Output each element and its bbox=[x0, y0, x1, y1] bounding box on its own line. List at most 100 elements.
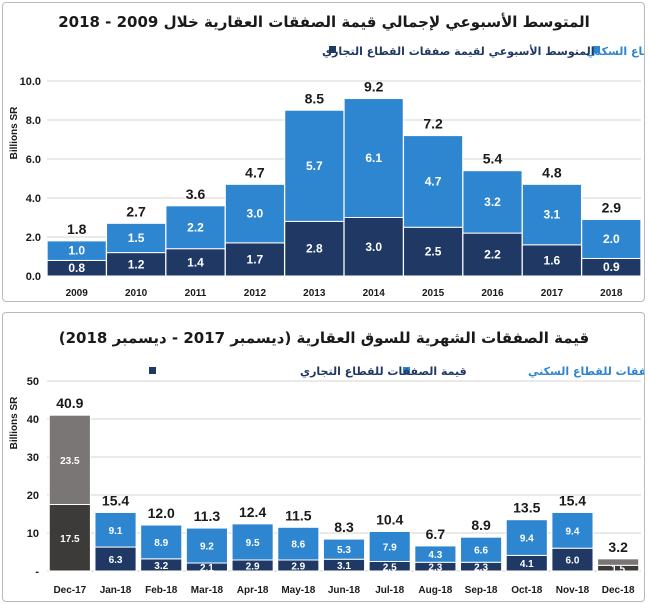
residential-value-label: 9.2 bbox=[200, 542, 214, 553]
residential-value-label: 23.5 bbox=[60, 456, 80, 467]
y-tick-label: 50 bbox=[27, 376, 39, 388]
x-tick-label: Feb-18 bbox=[145, 585, 178, 596]
x-tick-label: 2012 bbox=[244, 288, 267, 299]
total-value-label: 8.9 bbox=[471, 517, 491, 533]
commercial-value-label: 1.2 bbox=[128, 257, 145, 271]
y-tick-labels: 0.0 2.0 4.0 6.0 8.0 10.0 bbox=[20, 76, 41, 283]
legend-swatch-residential bbox=[403, 367, 410, 374]
commercial-value-label: 2.9 bbox=[291, 561, 305, 572]
x-tick-label: 2017 bbox=[541, 288, 564, 299]
total-value-label: 2.7 bbox=[126, 203, 146, 219]
residential-value-label: 6.1 bbox=[365, 151, 382, 165]
bar-commercial bbox=[403, 226, 464, 277]
legend-swatch-commercial bbox=[329, 46, 336, 53]
bar-residential bbox=[343, 98, 404, 218]
y-tick-labels: - 10 20 30 40 50 bbox=[27, 376, 40, 578]
total-value-label: 7.2 bbox=[423, 116, 443, 132]
residential-value-label: 2.2 bbox=[187, 220, 204, 234]
residential-value-label: 1.0 bbox=[68, 244, 85, 258]
annual-chart-title: المتوسط الأسبوعي لإجمالي قيمة الصفقات ال… bbox=[58, 13, 590, 31]
bar-residential bbox=[368, 530, 411, 562]
y-tick-label: 20 bbox=[27, 490, 39, 502]
total-value-label: 6.7 bbox=[426, 526, 446, 542]
bar-residential bbox=[460, 536, 503, 563]
y-tick-label: - bbox=[35, 566, 39, 578]
total-value-label: 10.4 bbox=[376, 511, 403, 527]
x-tick-label: 2018 bbox=[600, 288, 623, 299]
total-value-label: 5.4 bbox=[483, 151, 503, 167]
total-value-label: 40.9 bbox=[56, 395, 83, 411]
bar-residential bbox=[185, 527, 228, 564]
total-value-label: 11.3 bbox=[194, 508, 221, 524]
x-tick-label: Sep-18 bbox=[465, 585, 498, 596]
bar-residential bbox=[94, 511, 137, 548]
residential-value-label: 9.4 bbox=[566, 526, 580, 537]
bar-residential bbox=[106, 222, 167, 254]
commercial-value-label: 2.9 bbox=[246, 561, 260, 572]
x-tick-label: 2013 bbox=[303, 288, 326, 299]
y-tick-label: 10 bbox=[27, 528, 39, 540]
y-axis-label: Billions SR bbox=[9, 106, 20, 160]
y-tick-label: 2.0 bbox=[26, 232, 41, 244]
legend-label-commercial: المتوسط الأسبوعي لقيمة صفقات القطاع التج… bbox=[322, 44, 595, 58]
bar-commercial bbox=[224, 242, 285, 277]
total-value-label: 4.8 bbox=[542, 164, 562, 180]
bar-residential bbox=[551, 511, 594, 549]
y-tick-label: 4.0 bbox=[26, 193, 41, 205]
bar-residential bbox=[597, 558, 640, 566]
residential-value-label: 9.5 bbox=[246, 538, 260, 549]
commercial-value-label: 2.1 bbox=[200, 563, 214, 574]
total-value-label: 8.3 bbox=[334, 519, 354, 535]
commercial-value-label: 6.3 bbox=[109, 555, 123, 566]
annual-chart-panel: المتوسط الأسبوعي لإجمالي قيمة الصفقات ال… bbox=[2, 2, 645, 302]
x-tick-labels: 2009 2010 2011 2012 2013 2014 2015 2016 2017 2018 bbox=[66, 288, 623, 299]
monthly-chart: قيمة الصفقات الشهرية للسوق العقارية (ديس… bbox=[9, 329, 644, 596]
residential-value-label: 9.1 bbox=[109, 526, 123, 537]
commercial-value-label: 4.1 bbox=[520, 559, 534, 570]
commercial-value-label: 2.2 bbox=[484, 248, 501, 262]
y-tick-label: 10.0 bbox=[20, 76, 41, 88]
residential-value-label: 8.6 bbox=[291, 540, 305, 551]
y-tick-label: 40 bbox=[27, 414, 39, 426]
residential-value-label: 4.3 bbox=[428, 550, 442, 561]
x-tick-label: Mar-18 bbox=[191, 585, 224, 596]
x-tick-label: May-18 bbox=[281, 585, 315, 596]
y-axis-label: Billions SR bbox=[9, 396, 20, 450]
total-value-label: 8.5 bbox=[305, 90, 325, 106]
monthly-legend: قيمة الصفقات للقطاع السكني قيمة الصفقات … bbox=[149, 365, 644, 378]
residential-value-label: 3.0 bbox=[247, 207, 264, 221]
residential-value-label: 2.0 bbox=[603, 232, 620, 246]
legend-swatch-residential bbox=[593, 46, 600, 53]
y-tick-label: 6.0 bbox=[26, 154, 41, 166]
bar-commercial bbox=[521, 244, 582, 277]
total-value-label: 12.4 bbox=[239, 504, 266, 520]
total-value-label: 3.6 bbox=[186, 186, 206, 202]
commercial-value-label: 2.3 bbox=[428, 563, 442, 574]
bar-residential bbox=[505, 519, 548, 556]
x-tick-label: 2009 bbox=[66, 288, 89, 299]
y-tick-label: 8.0 bbox=[26, 115, 41, 127]
x-tick-label: Aug-18 bbox=[418, 585, 452, 596]
bar-residential bbox=[277, 526, 320, 561]
y-tick-label: 0.0 bbox=[26, 271, 41, 283]
commercial-value-label: 3.0 bbox=[365, 240, 382, 254]
total-value-label: 4.7 bbox=[245, 164, 265, 180]
residential-value-label: 3.2 bbox=[484, 195, 501, 209]
monthly-chart-panel: قيمة الصفقات الشهرية للسوق العقارية (ديس… bbox=[2, 312, 645, 602]
bar-commercial bbox=[462, 232, 523, 277]
commercial-value-label: 1.6 bbox=[544, 253, 561, 267]
legend-label-residential: المتوسط الأسبوعي لقيمة صفقات القطاع السك… bbox=[586, 44, 644, 58]
bar-residential bbox=[48, 414, 91, 505]
x-tick-label: 2015 bbox=[422, 288, 445, 299]
y-tick-label: 30 bbox=[27, 452, 39, 464]
bar-residential bbox=[140, 524, 183, 560]
commercial-value-label: 0.8 bbox=[68, 261, 85, 275]
x-tick-label: Oct-18 bbox=[511, 585, 543, 596]
legend-label-commercial: قيمة الصفقات للقطاع التجاري bbox=[300, 365, 467, 378]
x-tick-label: Dec-18 bbox=[602, 585, 635, 596]
commercial-value-label: 1.4 bbox=[187, 255, 204, 269]
residential-value-label: 8.9 bbox=[154, 538, 168, 549]
total-value-label: 9.2 bbox=[364, 79, 384, 95]
bar-residential bbox=[165, 205, 226, 250]
residential-value-label: 7.9 bbox=[383, 542, 397, 553]
